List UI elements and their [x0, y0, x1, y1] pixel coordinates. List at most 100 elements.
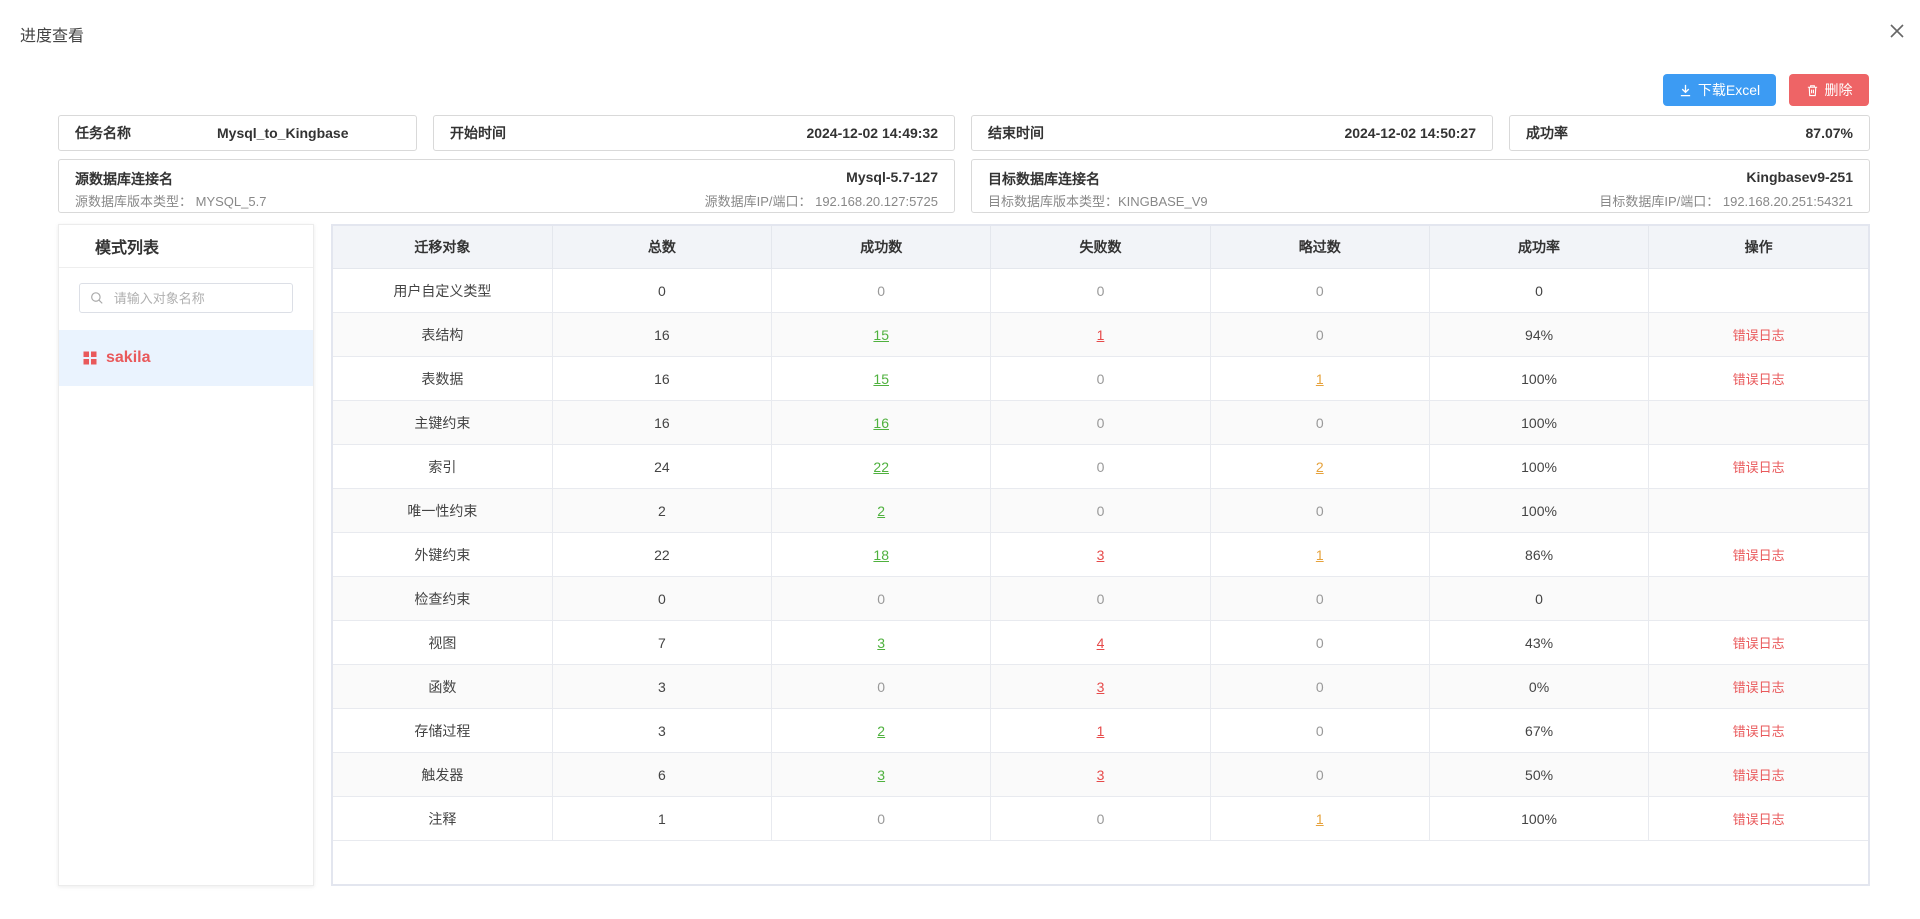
total-count-cell: 16 — [552, 400, 773, 445]
success-count-value: 0 — [877, 590, 886, 607]
success-count-link[interactable]: 15 — [873, 370, 889, 387]
name-value: 唯一性约束 — [407, 502, 478, 519]
total-value: 22 — [654, 546, 670, 563]
skip-count-link[interactable]: 1 — [1315, 810, 1324, 827]
success-rate-cell: 100% — [1429, 356, 1650, 401]
target-ip-port: 目标数据库IP/端口： 192.168.20.251:54321 — [1599, 194, 1853, 209]
skip-count-cell: 0 — [1210, 268, 1430, 313]
fail-count-link[interactable]: 1 — [1096, 326, 1105, 343]
error-log-link[interactable]: 错误日志 — [1732, 680, 1785, 695]
action-cell — [1648, 268, 1868, 313]
total-count-cell: 3 — [552, 664, 773, 709]
skip-count-value: 0 — [1315, 326, 1324, 343]
table-header-row: 迁移对象 总数 成功数 失败数 略过数 成功率 操作 — [333, 226, 1868, 269]
skip-count-link[interactable]: 1 — [1315, 370, 1324, 387]
success-count-cell: 0 — [771, 268, 992, 313]
table-row: 存储过程 3 2 1 0 67% 错误日志 — [333, 708, 1868, 753]
success-rate-cell: 100% — [1429, 796, 1650, 841]
success-count-link[interactable]: 3 — [877, 766, 886, 783]
fail-count-cell: 0 — [990, 400, 1211, 445]
error-log-link[interactable]: 错误日志 — [1732, 460, 1785, 475]
total-count-cell: 0 — [552, 576, 773, 621]
skip-count-value: 0 — [1315, 414, 1324, 431]
action-cell: 错误日志 — [1648, 356, 1868, 401]
skip-count-cell: 2 — [1210, 444, 1430, 489]
rate-value: 100% — [1521, 458, 1557, 475]
success-rate-cell: 0% — [1429, 664, 1650, 709]
action-cell: 错误日志 — [1648, 444, 1868, 489]
start-time-label: 开始时间 — [450, 125, 506, 141]
fail-count-cell: 0 — [990, 488, 1211, 533]
source-conn-value: Mysql-5.7-127 — [846, 169, 938, 185]
total-value: 6 — [658, 766, 666, 783]
rate-value: 86% — [1525, 546, 1554, 563]
success-count-cell: 0 — [771, 576, 992, 621]
error-log-link[interactable]: 错误日志 — [1732, 548, 1785, 563]
source-db-card: 源数据库连接名 Mysql-5.7-127 源数据库版本类型： MYSQL_5.… — [58, 159, 955, 213]
fail-count-link[interactable]: 1 — [1096, 722, 1105, 739]
skip-count-link[interactable]: 2 — [1315, 458, 1324, 475]
table-row: 唯一性约束 2 2 0 0 100% — [333, 488, 1868, 533]
task-name-label: 任务名称 — [75, 125, 131, 141]
skip-count-cell: 0 — [1210, 400, 1430, 445]
rate-value: 100% — [1521, 414, 1557, 431]
success-rate-cell: 0 — [1429, 268, 1650, 313]
success-count-link[interactable]: 15 — [873, 326, 889, 343]
success-count-cell: 15 — [771, 356, 992, 401]
object-name-cell: 用户自定义类型 — [333, 268, 553, 313]
success-count-link[interactable]: 16 — [873, 414, 889, 431]
column-header: 总数 — [552, 226, 773, 269]
table-row: 用户自定义类型 0 0 0 0 0 — [333, 268, 1868, 313]
table-row: 注释 1 0 0 1 100% 错误日志 — [333, 796, 1868, 841]
delete-button[interactable]: 删除 — [1789, 74, 1869, 106]
migration-table: 迁移对象 总数 成功数 失败数 略过数 成功率 操作 用户自定义类型 0 0 0 0 0 表结构 16 15… — [331, 224, 1870, 886]
search-box[interactable] — [79, 283, 293, 313]
error-log-link[interactable]: 错误日志 — [1732, 372, 1785, 387]
skip-count-link[interactable]: 1 — [1315, 546, 1324, 563]
fail-count-cell: 3 — [990, 532, 1211, 577]
error-log-link[interactable]: 错误日志 — [1732, 328, 1785, 343]
skip-count-value: 0 — [1315, 766, 1324, 783]
fail-count-value: 0 — [1096, 458, 1105, 475]
fail-count-link[interactable]: 3 — [1096, 678, 1105, 695]
success-count-link[interactable]: 3 — [877, 634, 886, 651]
fail-count-cell: 0 — [990, 796, 1211, 841]
error-log-link[interactable]: 错误日志 — [1732, 636, 1785, 651]
success-count-cell: 2 — [771, 488, 992, 533]
skip-count-cell: 0 — [1210, 620, 1430, 665]
total-count-cell: 16 — [552, 356, 773, 401]
success-count-link[interactable]: 2 — [877, 722, 886, 739]
end-time-card: 结束时间 2024-12-02 14:50:27 — [971, 115, 1493, 151]
skip-count-value: 0 — [1315, 502, 1324, 519]
table-row: 外键约束 22 18 3 1 86% 错误日志 — [333, 532, 1868, 577]
fail-count-cell: 4 — [990, 620, 1211, 665]
object-name-cell: 唯一性约束 — [333, 488, 553, 533]
fail-count-cell: 0 — [990, 356, 1211, 401]
error-log-link[interactable]: 错误日志 — [1732, 724, 1785, 739]
rate-value: 43% — [1525, 634, 1554, 651]
schema-item-sakila[interactable]: sakila — [59, 330, 313, 386]
download-excel-button[interactable]: 下载Excel — [1663, 74, 1776, 106]
object-name-cell: 表数据 — [333, 356, 553, 401]
action-cell: 错误日志 — [1648, 708, 1868, 753]
object-name-cell: 触发器 — [333, 752, 553, 797]
fail-count-link[interactable]: 4 — [1096, 634, 1105, 651]
skip-count-cell: 1 — [1210, 796, 1430, 841]
success-rate-cell: 86% — [1429, 532, 1650, 577]
error-log-link[interactable]: 错误日志 — [1732, 812, 1785, 827]
search-input[interactable] — [111, 289, 292, 307]
object-name-cell: 注释 — [333, 796, 553, 841]
success-rate-card: 成功率 87.07% — [1509, 115, 1870, 151]
success-count-link[interactable]: 2 — [877, 502, 886, 519]
table-row: 触发器 6 3 3 0 50% 错误日志 — [333, 752, 1868, 797]
close-icon[interactable] — [1886, 20, 1908, 42]
fail-count-link[interactable]: 3 — [1096, 546, 1105, 563]
error-log-link[interactable]: 错误日志 — [1732, 768, 1785, 783]
target-conn-label: 目标数据库连接名 — [988, 171, 1100, 187]
success-count-link[interactable]: 22 — [873, 458, 889, 475]
total-value: 24 — [654, 458, 670, 475]
success-count-link[interactable]: 18 — [873, 546, 889, 563]
fail-count-link[interactable]: 3 — [1096, 766, 1105, 783]
skip-count-cell: 0 — [1210, 488, 1430, 533]
object-name-cell: 存储过程 — [333, 708, 553, 753]
